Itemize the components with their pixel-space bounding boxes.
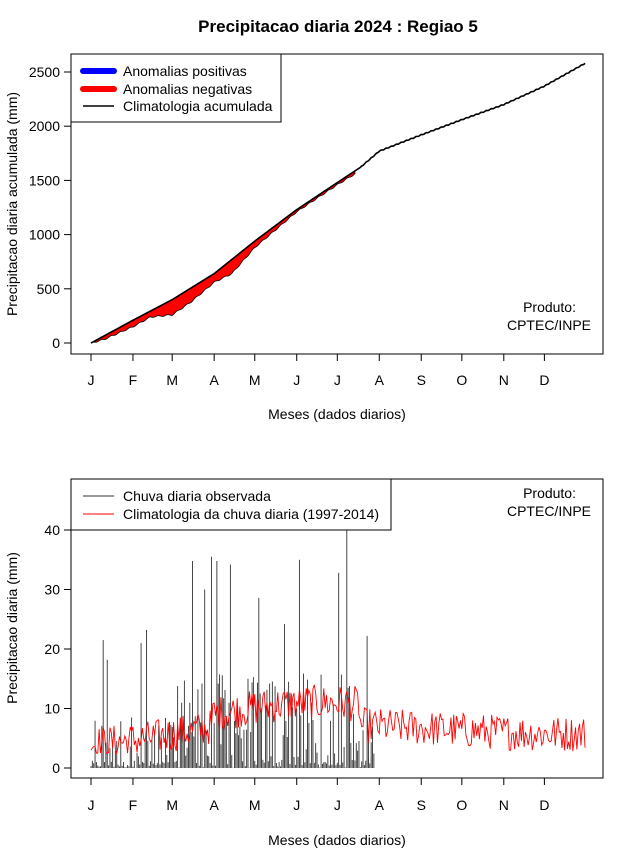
x-tick-label: A — [375, 372, 385, 388]
daily-y-label: Precipitacao diaria (mm) — [4, 552, 20, 704]
producer-label-top: Produto: — [523, 299, 576, 315]
x-tick-label: D — [539, 797, 549, 813]
y-tick-label: 1000 — [29, 227, 60, 243]
x-tick-label: J — [293, 372, 300, 388]
producer-name-bottom: CPTEC/INPE — [507, 503, 591, 519]
x-tick-label: N — [499, 372, 509, 388]
y-tick-label: 30 — [44, 582, 60, 598]
y-tick-label: 20 — [44, 641, 60, 657]
x-tick-label: F — [129, 797, 138, 813]
legend-observed-label: Chuva diaria observada — [123, 488, 271, 504]
x-tick-label: S — [417, 372, 426, 388]
x-tick-label: O — [456, 372, 467, 388]
producer-name-top: CPTEC/INPE — [507, 317, 591, 333]
x-tick-label: F — [129, 372, 138, 388]
x-tick-label: J — [334, 372, 341, 388]
legend-negative-label: Anomalias negativas — [123, 81, 252, 97]
daily-climatology-line — [90, 684, 586, 755]
y-tick-label: 1500 — [29, 172, 60, 188]
x-tick-label: A — [375, 797, 385, 813]
y-tick-label: 0 — [52, 760, 60, 776]
x-tick-label: J — [334, 797, 341, 813]
x-tick-label: S — [417, 797, 426, 813]
legend-climatology-daily-label: Climatologia da chuva diaria (1997-2014) — [123, 506, 379, 522]
daily-x-label: Meses (dados diarios) — [268, 832, 406, 848]
daily-y-axis: 0 10 20 30 40 — [44, 522, 72, 776]
daily-panel: 0 10 20 30 40 J F M A M J J A S O N D Meses (dados diar… — [4, 478, 604, 848]
x-tick-label: M — [166, 797, 178, 813]
x-tick-label: A — [209, 372, 219, 388]
accumulated-y-axis: 0 500 1000 1500 2000 2500 — [29, 64, 72, 351]
legend-positive-label: Anomalias positivas — [123, 63, 247, 79]
x-tick-label: D — [539, 372, 549, 388]
x-tick-label: A — [209, 797, 219, 813]
y-tick-label: 500 — [37, 281, 61, 297]
y-tick-label: 40 — [44, 522, 60, 538]
x-tick-label: J — [88, 797, 95, 813]
producer-label-bottom: Produto: — [523, 485, 576, 501]
accumulated-y-label: Precipitacao diaria acumulada (mm) — [4, 92, 20, 316]
legend-climatology-acc-label: Climatologia acumulada — [123, 98, 273, 114]
x-tick-label: M — [166, 372, 178, 388]
y-tick-label: 2000 — [29, 118, 60, 134]
accumulated-legend: Anomalias positivas Anomalias negativas … — [70, 53, 282, 123]
x-tick-label: J — [88, 372, 95, 388]
chart-title: Precipitacao diaria 2024 : Regiao 5 — [198, 17, 478, 36]
y-tick-label: 10 — [44, 701, 60, 717]
x-tick-label: M — [249, 372, 261, 388]
y-tick-label: 2500 — [29, 64, 60, 80]
daily-legend-frame — [70, 478, 392, 531]
x-tick-label: J — [293, 797, 300, 813]
accumulated-x-label: Meses (dados diarios) — [268, 406, 406, 422]
x-tick-label: M — [249, 797, 261, 813]
daily-legend: Chuva diaria observada Climatologia da c… — [70, 478, 392, 531]
y-tick-label: 0 — [52, 335, 60, 351]
x-tick-label: N — [499, 797, 509, 813]
accumulated-panel: 0 500 1000 1500 2000 2500 J F M A M J J A S O N D Meses … — [4, 53, 604, 422]
accumulated-climatology-line — [90, 62, 586, 344]
x-tick-label: O — [456, 797, 467, 813]
